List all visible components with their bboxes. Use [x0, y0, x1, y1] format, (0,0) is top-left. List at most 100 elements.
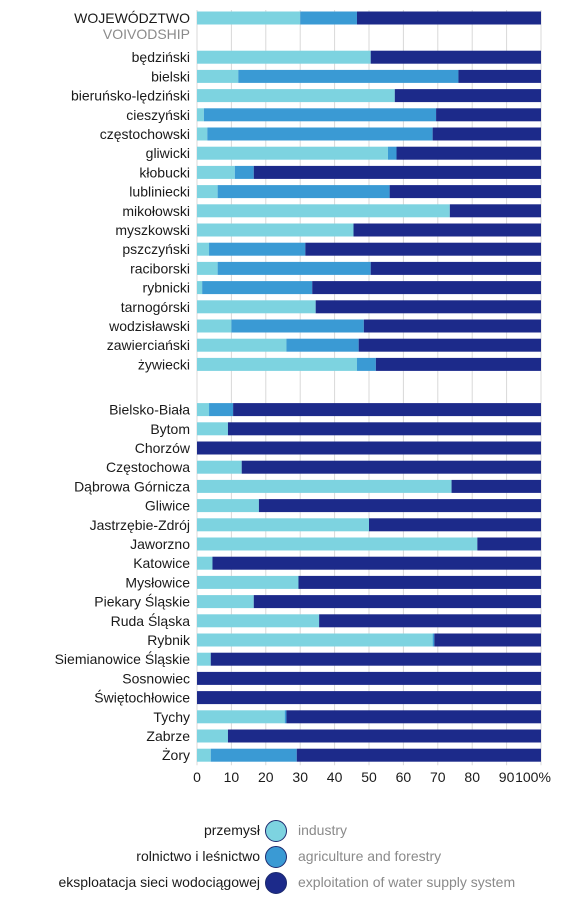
category-label: tarnogórski [121, 299, 190, 315]
bar-1-2 [458, 69, 541, 83]
category-label: rybnicki [143, 280, 190, 296]
x-tick-label: 50 [361, 769, 377, 785]
bar-33-2 [286, 710, 541, 724]
bar-0-2 [370, 50, 541, 64]
bar-6-2 [253, 165, 541, 179]
x-tick-label: 70 [430, 769, 446, 785]
x-tick-label: 100% [515, 769, 551, 785]
category-label: Bytom [150, 421, 190, 437]
bar-27-2 [253, 595, 541, 609]
category-label: Bielsko-Biała [109, 402, 190, 418]
bar-header-2 [356, 11, 541, 25]
category-label: Chorzów [135, 440, 191, 456]
category-label: gliwicki [146, 145, 190, 161]
category-label: żywiecki [138, 356, 190, 372]
bar-29-2 [434, 633, 541, 647]
legend-item-water-supply: eksploatacja sieci wodociągowej exploita… [0, 872, 572, 896]
bar-4-1 [207, 127, 433, 141]
bar-29-0 [197, 633, 433, 647]
bar-6-1 [234, 165, 254, 179]
category-label: Częstochowa [106, 459, 190, 475]
bar-14-1 [231, 319, 364, 333]
bar-25-2 [212, 556, 542, 570]
bar-14-0 [197, 319, 232, 333]
gridlines [196, 10, 542, 766]
bar-3-0 [197, 108, 204, 122]
category-label: częstochowski [100, 126, 190, 142]
legend-swatch [265, 820, 287, 842]
x-tick-label: 90 [499, 769, 515, 785]
bar-17-1 [209, 403, 234, 417]
bar-33-1 [284, 710, 287, 724]
legend-swatch [265, 846, 287, 868]
bar-8-2 [449, 204, 541, 218]
category-label: mikołowski [122, 203, 190, 219]
bar-7-0 [197, 185, 218, 199]
bar-23-2 [369, 518, 541, 532]
bar-5-2 [396, 146, 541, 160]
bar-3-2 [436, 108, 541, 122]
x-tick-label: 40 [327, 769, 343, 785]
category-label: Świętochłowice [94, 689, 190, 706]
bar-11-0 [197, 261, 218, 275]
bar-6-0 [197, 165, 235, 179]
legend-item-industry: przemysł industry [0, 820, 572, 844]
x-tick-label: 60 [396, 769, 412, 785]
header-label-en: VOIVODSHIP [103, 26, 190, 42]
bar-12-0 [197, 281, 203, 295]
category-label: Ruda Śląska [111, 612, 191, 629]
bar-28-0 [197, 614, 320, 628]
legend-label-pl: przemysł [203, 822, 260, 838]
bar-21-0 [197, 479, 452, 493]
bar-15-2 [358, 338, 541, 352]
bar-26-2 [298, 575, 541, 589]
category-label: bieruńsko-lędziński [71, 88, 190, 104]
legend-label-en: agriculture and forestry [298, 848, 442, 864]
bar-14-2 [363, 319, 541, 333]
category-label: pszczyński [122, 241, 190, 257]
category-label: Mysłowice [125, 574, 190, 590]
bar-35-2 [296, 748, 541, 762]
bar-16-1 [356, 357, 376, 371]
legend-label-en: exploitation of water supply system [298, 874, 516, 890]
x-tick-label: 10 [224, 769, 240, 785]
category-label: Siemianowice Śląskie [55, 650, 191, 667]
bars [197, 11, 542, 762]
bar-12-1 [202, 281, 313, 295]
category-label: raciborski [130, 260, 190, 276]
bar-16-2 [375, 357, 541, 371]
bar-5-1 [387, 146, 397, 160]
bar-4-2 [432, 127, 541, 141]
bar-11-2 [370, 261, 541, 275]
bar-23-0 [197, 518, 369, 532]
category-label: kłobucki [139, 164, 190, 180]
bar-27-0 [197, 595, 254, 609]
x-tick-label: 20 [258, 769, 274, 785]
bar-30-2 [210, 652, 541, 666]
bar-10-2 [305, 242, 541, 256]
bar-2-2 [394, 89, 541, 103]
x-tick-label: 0 [193, 769, 201, 785]
bar-0-0 [197, 50, 371, 64]
category-label: lubliniecki [129, 184, 190, 200]
bar-13-2 [315, 300, 541, 314]
bar-32-2 [197, 691, 541, 705]
category-label: Katowice [133, 555, 190, 571]
bar-15-0 [197, 338, 287, 352]
category-label: wodzisławski [108, 318, 190, 334]
bar-18-2 [227, 422, 541, 436]
bar-4-0 [197, 127, 208, 141]
bar-31-2 [197, 671, 541, 685]
bar-34-0 [197, 729, 228, 743]
category-label: będziński [132, 49, 190, 65]
bar-10-0 [197, 242, 210, 256]
bar-30-0 [197, 652, 211, 666]
category-label: Dąbrowa Górnicza [74, 478, 190, 494]
bar-header-0 [197, 11, 301, 25]
bar-29-1 [432, 633, 435, 647]
bar-7-2 [389, 185, 541, 199]
bar-8-0 [197, 204, 450, 218]
category-label: zawierciański [107, 337, 190, 353]
